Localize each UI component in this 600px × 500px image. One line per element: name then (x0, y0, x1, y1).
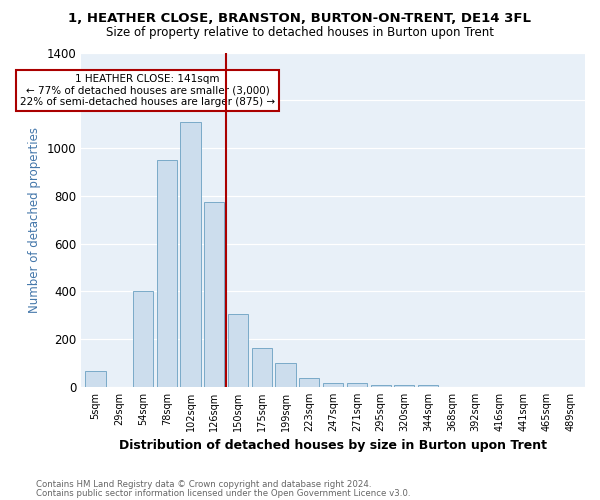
Text: Contains public sector information licensed under the Open Government Licence v3: Contains public sector information licen… (36, 488, 410, 498)
Bar (251, 348, 272, 387)
Text: Size of property relative to detached houses in Burton upon Trent: Size of property relative to detached ho… (106, 26, 494, 39)
Text: Contains HM Land Registry data © Crown copyright and database right 2024.: Contains HM Land Registry data © Crown c… (36, 480, 371, 489)
Text: 1 HEATHER CLOSE: 141sqm
← 77% of detached houses are smaller (3,000)
22% of semi: 1 HEATHER CLOSE: 141sqm ← 77% of detache… (20, 74, 275, 107)
Bar (394, 385, 415, 387)
Bar (85, 372, 106, 387)
Bar (418, 384, 438, 387)
Bar (204, 202, 224, 387)
Bar (157, 160, 177, 387)
Text: 1, HEATHER CLOSE, BRANSTON, BURTON-ON-TRENT, DE14 3FL: 1, HEATHER CLOSE, BRANSTON, BURTON-ON-TR… (68, 12, 532, 26)
Bar (133, 292, 153, 387)
Bar (323, 384, 343, 387)
Bar (228, 314, 248, 387)
Bar (275, 363, 296, 387)
Y-axis label: Number of detached properties: Number of detached properties (28, 126, 41, 312)
Bar (299, 378, 319, 387)
X-axis label: Distribution of detached houses by size in Burton upon Trent: Distribution of detached houses by size … (119, 440, 547, 452)
Bar (181, 122, 200, 387)
Bar (371, 384, 391, 387)
Bar (347, 384, 367, 387)
